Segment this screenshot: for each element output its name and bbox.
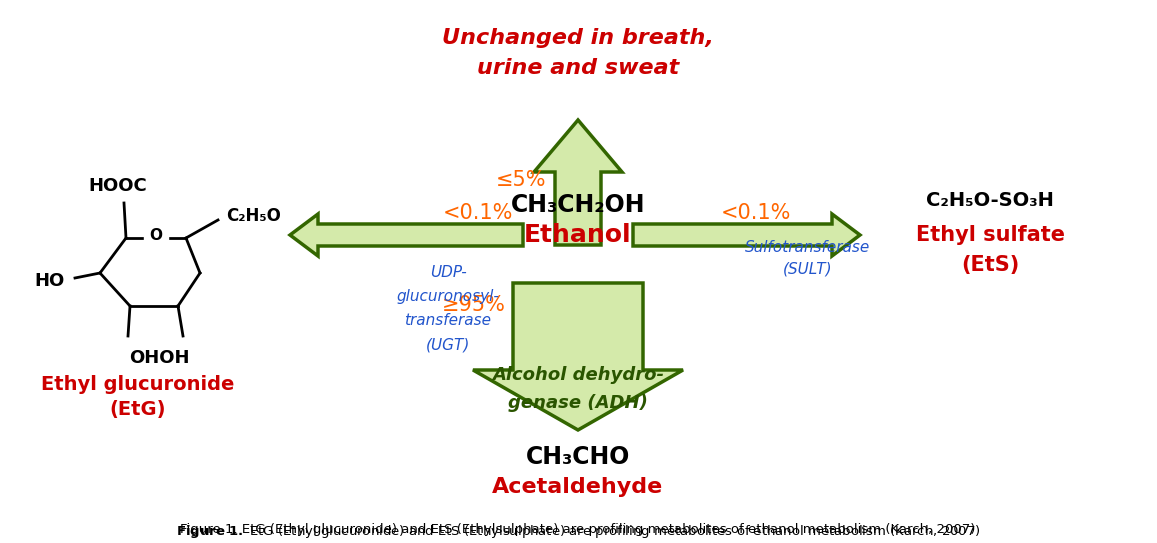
- Text: C₂H₅O: C₂H₅O: [227, 207, 281, 225]
- Polygon shape: [535, 120, 622, 245]
- Text: Sulfotransferase: Sulfotransferase: [745, 239, 870, 255]
- Text: Ethanol: Ethanol: [524, 223, 632, 247]
- Text: CH₃CH₂OH: CH₃CH₂OH: [510, 193, 646, 217]
- Text: $\bf{Figure\ 1.}$ EtG (Ethyl glucuronide) and EtS (Ethylsulphate) are profiling : $\bf{Figure\ 1.}$ EtG (Ethyl glucuronide…: [176, 522, 981, 540]
- Polygon shape: [633, 214, 860, 256]
- Text: C₂H₅O-SO₃H: C₂H₅O-SO₃H: [926, 191, 1054, 210]
- Text: Acetaldehyde: Acetaldehyde: [493, 477, 664, 497]
- Text: (EtG): (EtG): [110, 401, 167, 420]
- Text: ≥95%: ≥95%: [442, 295, 506, 315]
- Polygon shape: [290, 214, 523, 256]
- Text: ≤5%: ≤5%: [495, 170, 546, 190]
- Text: transferase: transferase: [405, 313, 492, 328]
- Text: Alcohol dehydro-: Alcohol dehydro-: [492, 366, 664, 384]
- Text: CH₃CHO: CH₃CHO: [525, 445, 631, 469]
- Text: Figure 1. EtG (Ethyl glucuronide) and EtS (Ethylsulphate) are profiling metaboli: Figure 1. EtG (Ethyl glucuronide) and Et…: [180, 523, 975, 536]
- Text: (EtS): (EtS): [960, 255, 1019, 275]
- Text: Unchanged in breath,: Unchanged in breath,: [442, 28, 714, 48]
- Text: glucuronosyl-: glucuronosyl-: [397, 289, 500, 304]
- Text: (SULT): (SULT): [783, 262, 833, 276]
- Text: urine and sweat: urine and sweat: [477, 58, 679, 78]
- Text: genase (ADH): genase (ADH): [508, 394, 648, 412]
- Text: (UGT): (UGT): [426, 337, 470, 352]
- Text: Ethyl glucuronide: Ethyl glucuronide: [42, 376, 235, 395]
- Text: <0.1%: <0.1%: [443, 203, 514, 223]
- Text: <0.1%: <0.1%: [721, 203, 791, 223]
- Text: HOOC: HOOC: [89, 177, 147, 195]
- Polygon shape: [473, 283, 683, 430]
- Text: O: O: [149, 229, 162, 243]
- Text: UDP-: UDP-: [429, 265, 466, 280]
- Text: OHOH: OHOH: [128, 349, 190, 367]
- Text: HO: HO: [35, 272, 65, 290]
- Text: Ethyl sulfate: Ethyl sulfate: [915, 225, 1064, 245]
